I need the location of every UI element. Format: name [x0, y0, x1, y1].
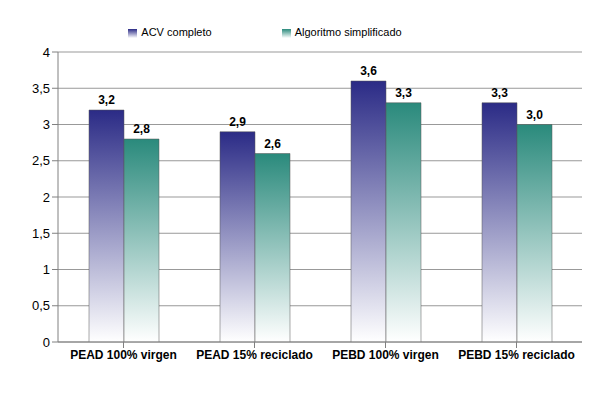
svg-text:3: 3 — [43, 117, 50, 132]
svg-text:PEAD 15% reciclado: PEAD 15% reciclado — [196, 348, 313, 362]
html-text:Algoritmo simplificado: Algoritmo simplificado — [294, 26, 402, 38]
svg-text:1,5: 1,5 — [32, 226, 50, 241]
svg-text:3,3: 3,3 — [491, 86, 508, 100]
svg-text:3,5: 3,5 — [32, 81, 50, 96]
svg-text:PEBD 100% virgen: PEBD 100% virgen — [332, 348, 439, 362]
svg-text:PEAD 100% virgen: PEAD 100% virgen — [70, 348, 177, 362]
svg-text:2,6: 2,6 — [264, 137, 281, 151]
svg-text:3,3: 3,3 — [395, 86, 412, 100]
svg-text:3,2: 3,2 — [98, 93, 115, 107]
svg-text:3,0: 3,0 — [526, 108, 543, 122]
svg-text:2,9: 2,9 — [229, 115, 246, 129]
svg-text:2: 2 — [43, 190, 50, 205]
svg-text:0: 0 — [43, 335, 50, 350]
svg-text:4: 4 — [43, 45, 50, 60]
svg-text:2,5: 2,5 — [32, 153, 50, 168]
svg-text:1: 1 — [43, 262, 50, 277]
svg-text:3,6: 3,6 — [360, 64, 377, 78]
svg-text:0,5: 0,5 — [32, 298, 50, 313]
svg-text:PEBD 15% reciclado: PEBD 15% reciclado — [458, 348, 575, 362]
html-text:ACV completo: ACV completo — [141, 26, 212, 38]
svg-text:2,8: 2,8 — [133, 122, 150, 136]
